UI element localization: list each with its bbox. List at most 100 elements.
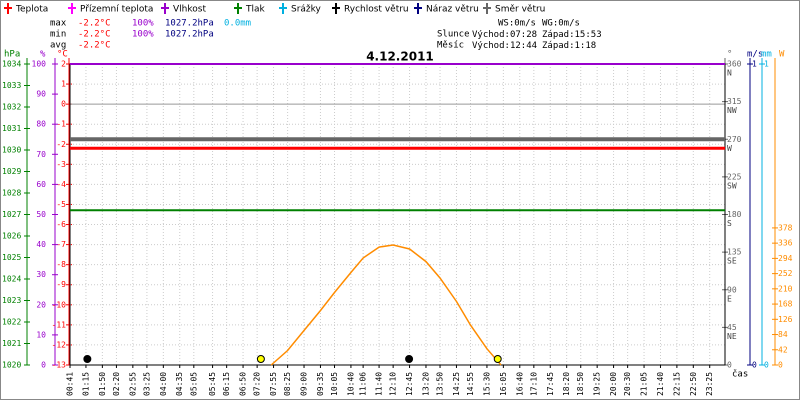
set-label: Západ: — [542, 30, 575, 40]
y-tick-label: 20 — [36, 300, 46, 309]
set-label: Západ: — [542, 41, 575, 51]
y-tick-label: 100 — [32, 60, 47, 69]
y-tick-label: -12 — [52, 340, 67, 349]
y-tick-label: 378 — [778, 223, 793, 232]
x-tick-label: 19:25 — [593, 372, 602, 396]
x-tick-label: 13:20 — [421, 372, 430, 396]
x-tick-label: 04:35 — [175, 372, 184, 396]
astro-rise: Východ:07:28 — [472, 30, 537, 40]
x-tick-label: 07:55 — [269, 372, 278, 396]
compass-label: NE — [727, 332, 737, 341]
compass-label: E — [727, 294, 732, 303]
compass-label: N — [727, 69, 732, 78]
sun-rise-marker — [256, 355, 265, 363]
y-tick-label: 1 — [61, 80, 66, 89]
rise-time: 12:44 — [510, 41, 537, 51]
x-tick-label: 10:40 — [346, 372, 355, 396]
y-tick-label: 1025 — [2, 253, 21, 262]
x-tick-label: 16:05 — [499, 372, 508, 396]
astro-label: Slunce — [437, 30, 470, 40]
y-tick-label: 1029 — [2, 167, 21, 176]
y-tick-label: -5 — [56, 200, 66, 209]
y-tick-label: 0 — [764, 361, 769, 370]
x-tick-label: 20:00 — [609, 372, 618, 396]
y-tick-label: 10 — [36, 330, 46, 339]
sun-set-marker — [493, 355, 502, 363]
stat-value: min — [50, 30, 66, 40]
x-tick-label: 12:45 — [405, 372, 414, 396]
y-tick-label: 1033 — [2, 81, 21, 90]
x-tick-label: 09:35 — [316, 372, 325, 396]
y-tick-label: 315 — [727, 97, 742, 106]
y-tick-label: -8 — [56, 260, 66, 269]
y-tick-label: 1022 — [2, 318, 21, 327]
y-tick-label: -7 — [56, 240, 66, 249]
y-tick-label: 270 — [727, 135, 742, 144]
y-tick-label: 1020 — [2, 361, 21, 370]
y-tick-label: 1027 — [2, 210, 21, 219]
compass-label: SE — [727, 257, 737, 266]
x-tick-label: 17:45 — [546, 372, 555, 396]
y-tick-label: 50 — [36, 210, 46, 219]
y-tick-label: 0 — [41, 361, 46, 370]
y-tick-label: 40 — [36, 240, 46, 249]
axis-unit: hPa — [4, 50, 20, 60]
legend-label: Směr větru — [495, 5, 545, 15]
x-tick-label: 17:10 — [529, 372, 538, 396]
axis-unit: m/s — [747, 50, 763, 60]
y-tick-label: 90 — [36, 90, 46, 99]
stat-value: 1027.2hPa — [165, 19, 214, 29]
x-tick-label: 00:41 — [66, 372, 75, 396]
y-tick-label: 1031 — [2, 124, 21, 133]
x-tick-label: 21:40 — [656, 372, 665, 396]
y-tick-label: -1 — [56, 120, 66, 129]
y-tick-label: -9 — [56, 280, 66, 289]
stat-value: 0.0mm — [224, 19, 251, 29]
y-tick-label: 84 — [778, 330, 788, 339]
x-tick-label: 06:15 — [222, 372, 231, 396]
moon-rise-marker — [405, 355, 414, 363]
x-tick-label: 16:40 — [515, 372, 524, 396]
y-tick-label: 210 — [778, 284, 793, 293]
rise-label: Východ: — [472, 30, 510, 40]
astro-label: Měsíc — [437, 41, 464, 51]
y-tick-label: -6 — [56, 220, 66, 229]
y-tick-label: -13 — [52, 361, 67, 370]
x-tick-label: 07:20 — [253, 372, 262, 396]
legend-label: Přízemní teplota — [80, 5, 153, 15]
y-tick-label: 80 — [36, 120, 46, 129]
y-tick-label: 135 — [727, 248, 742, 257]
legend-label: Teplota — [15, 5, 48, 15]
y-tick-label: 1021 — [2, 339, 21, 348]
legend-label: Rychlost větru — [344, 5, 409, 15]
y-tick-label: -10 — [52, 300, 67, 309]
compass-label: NW — [727, 106, 737, 115]
axis-unit: mm — [761, 50, 772, 60]
legend-label: Vlhkost — [173, 5, 206, 15]
y-tick-label: 1034 — [2, 60, 21, 69]
y-tick-label: 0 — [752, 361, 757, 370]
y-tick-label: 0 — [727, 361, 732, 370]
x-tick-label: 13:50 — [436, 372, 445, 396]
x-tick-label: 22:50 — [689, 372, 698, 396]
y-tick-label: 360 — [727, 60, 742, 69]
set-time: 15:53 — [575, 30, 602, 40]
x-tick-label: 21:05 — [640, 372, 649, 396]
stat-value: max — [50, 19, 67, 29]
compass-label: SW — [727, 181, 737, 190]
x-tick-label: 20:30 — [623, 372, 632, 396]
stat-value: 1027.2hPa — [165, 30, 214, 40]
x-tick-label: 03:25 — [142, 372, 151, 396]
x-axis-label: čas — [732, 369, 748, 380]
rise-time: 07:28 — [510, 30, 537, 40]
y-tick-label: 1024 — [2, 275, 21, 284]
y-tick-label: -11 — [52, 320, 67, 329]
x-tick-label: 11:06 — [359, 372, 368, 396]
y-tick-label: 1 — [764, 60, 769, 69]
stat-value: avg — [50, 41, 66, 51]
y-tick-label: 42 — [778, 345, 788, 354]
y-tick-label: 90 — [727, 285, 737, 294]
x-tick-label: 14:25 — [452, 372, 461, 396]
x-tick-label: 11:40 — [375, 372, 384, 396]
